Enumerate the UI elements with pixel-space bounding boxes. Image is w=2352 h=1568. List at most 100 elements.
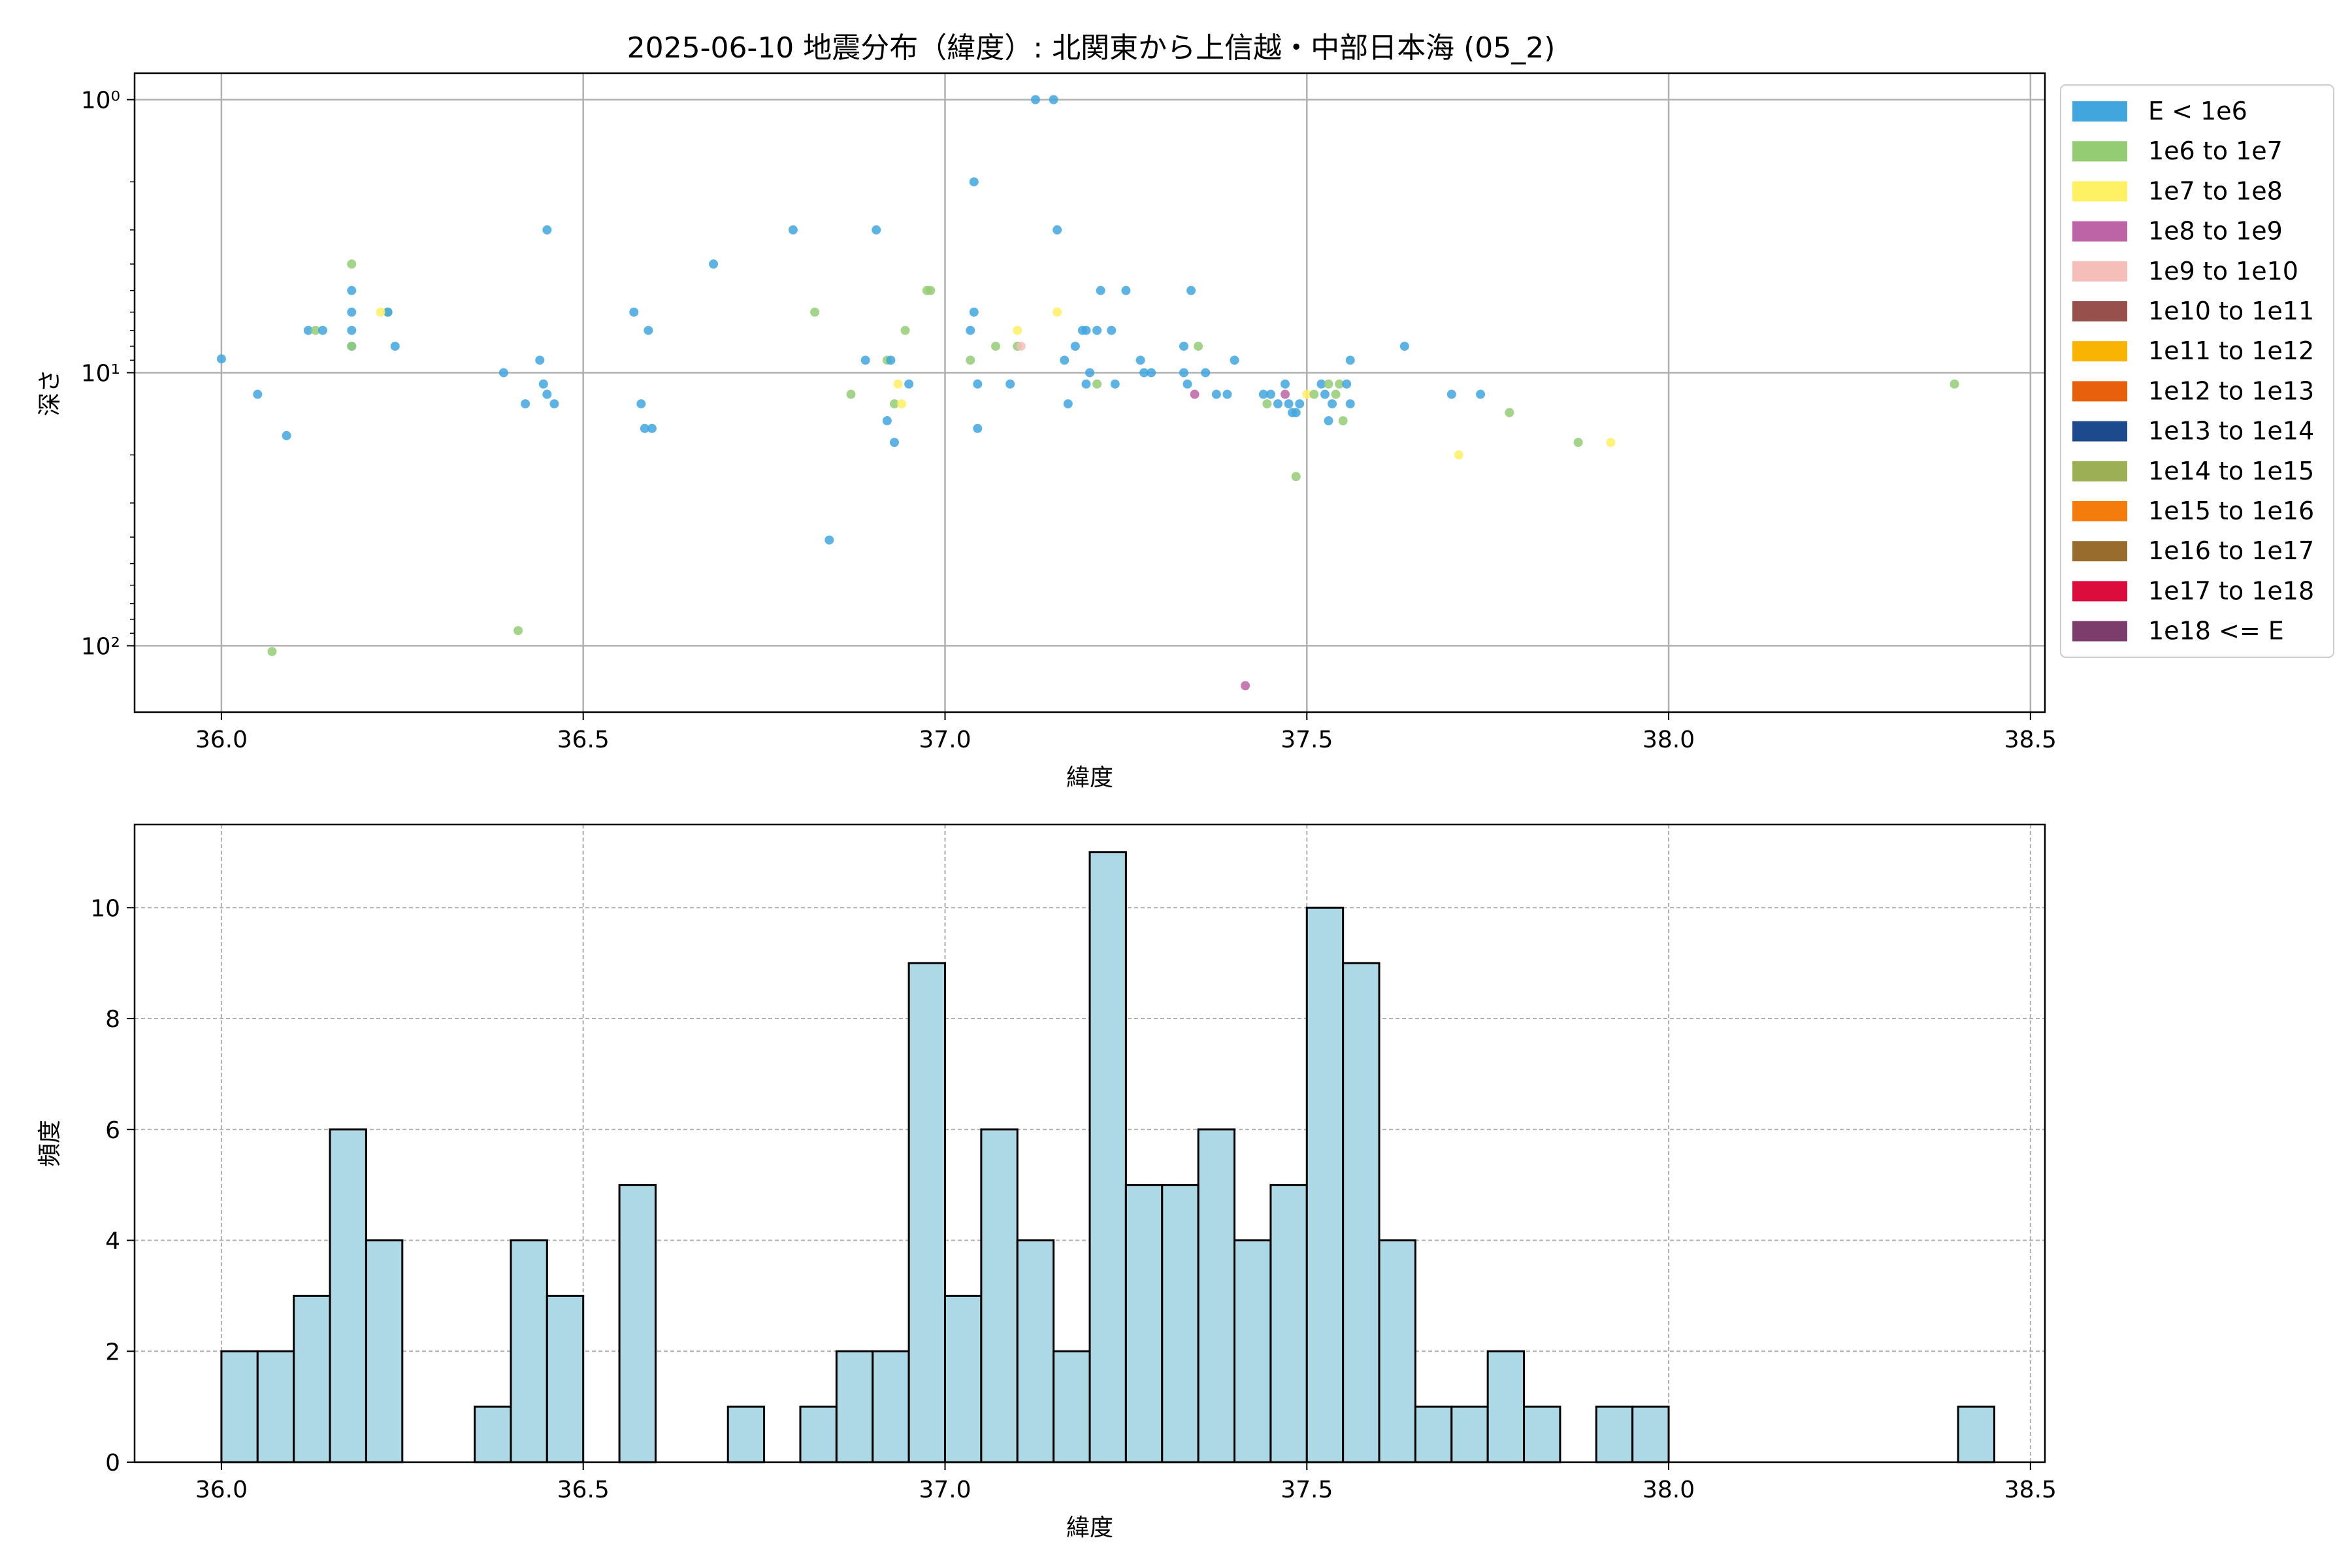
scatter-point	[376, 307, 385, 317]
scatter-point	[347, 259, 357, 269]
scatter-point	[542, 389, 552, 399]
legend-label: 1e9 to 1e10	[2148, 257, 2298, 286]
scatter-point	[1291, 408, 1301, 417]
scatter-point	[647, 423, 657, 433]
scatter-x-tick-label: 38.5	[2004, 727, 2057, 753]
scatter-point	[1092, 379, 1102, 389]
scatter-point	[1345, 355, 1355, 365]
scatter-point	[1107, 325, 1117, 335]
scatter-point	[1135, 355, 1145, 365]
legend-swatch	[2072, 501, 2127, 521]
scatter-x-label: 緯度	[1066, 764, 1113, 791]
histogram-bar	[1523, 1405, 1561, 1463]
scatter-point	[1345, 399, 1355, 409]
scatter-point	[966, 355, 975, 365]
scatter-point	[1262, 399, 1272, 409]
legend-label: 1e6 to 1e7	[2148, 137, 2283, 165]
histogram-bar	[872, 1350, 910, 1463]
histogram-x-tick-label: 38.5	[2004, 1477, 2057, 1503]
scatter-point	[886, 355, 896, 365]
legend-swatch	[2072, 101, 2127, 122]
scatter-point	[1284, 399, 1294, 409]
scatter-point	[318, 325, 327, 335]
histogram-plot: 36.0 36.5 37.0 37.5 38.0 38.5 0 2 4 6 8 10 緯度 頻度	[37, 823, 2057, 1541]
scatter-point	[1295, 399, 1305, 409]
legend-swatch	[2072, 181, 2127, 202]
legend-label: 1e14 to 1e15	[2148, 457, 2314, 485]
histogram-bar	[1161, 1184, 1200, 1463]
scatter-point	[1183, 379, 1192, 389]
histogram-bar	[980, 1128, 1019, 1463]
scatter-point	[904, 379, 914, 389]
histogram-bar	[293, 1294, 331, 1463]
legend-label: 1e16 to 1e17	[2148, 536, 2314, 565]
scatter-x-tick-label: 36.0	[195, 727, 248, 753]
legend-swatch	[2072, 461, 2127, 482]
scatter-point	[1324, 416, 1333, 426]
scatter-x-tick-label: 37.0	[919, 727, 971, 753]
scatter-point	[1092, 325, 1102, 335]
scatter-point	[640, 423, 649, 433]
histogram-bar	[1269, 1184, 1308, 1463]
scatter-x-tick-label: 37.5	[1281, 727, 1333, 753]
histogram-bar	[510, 1239, 548, 1463]
scatter-point	[1320, 389, 1330, 399]
scatter-point	[347, 286, 357, 295]
scatter-point	[788, 225, 798, 235]
histogram-y-label: 頻度	[37, 1120, 63, 1167]
scatter-point	[1335, 379, 1345, 389]
legend-label: 1e11 to 1e12	[2148, 336, 2314, 365]
scatter-point	[973, 423, 983, 433]
histogram-bar	[1595, 1405, 1634, 1463]
scatter-point	[498, 368, 508, 378]
histogram-bar	[1342, 962, 1380, 1463]
scatter-point	[267, 647, 277, 657]
scatter-point	[383, 307, 393, 317]
scatter-plot: 36.0 36.5 37.0 37.5 38.0 38.5 10⁰ 10¹ 10² 緯度 深さ	[37, 72, 2057, 791]
scatter-point	[1085, 368, 1094, 378]
scatter-y-tick-label: 10²	[81, 633, 120, 660]
scatter-point	[1179, 368, 1188, 378]
histogram-bar	[1233, 1239, 1272, 1463]
histogram-bar	[1957, 1405, 1995, 1463]
scatter-point	[1081, 325, 1091, 335]
scatter-point	[1053, 225, 1062, 235]
histogram-bar	[1631, 1405, 1670, 1463]
scatter-point	[521, 399, 531, 409]
scatter-point	[347, 307, 357, 317]
histogram-bars	[220, 851, 1995, 1463]
legend-swatch	[2072, 581, 2127, 602]
legend-swatch	[2072, 141, 2127, 162]
scatter-point	[1190, 389, 1200, 399]
scatter-point	[897, 399, 907, 409]
legend-label: 1e17 to 1e18	[2148, 576, 2314, 605]
scatter-point	[1230, 355, 1239, 365]
histogram-bar	[1197, 1128, 1236, 1463]
scatter-point	[1110, 379, 1120, 389]
histogram-bar	[1450, 1405, 1489, 1463]
scatter-point	[1446, 389, 1456, 399]
legend-label: 1e10 to 1e11	[2148, 297, 2314, 325]
histogram-y-tick-label: 0	[105, 1450, 120, 1477]
scatter-point	[542, 225, 552, 235]
figure-title: 2025-06-10 地震分布（緯度）: 北関東から上信越・中部日本海 (05_…	[627, 31, 1556, 65]
histogram-x-tick-label: 37.5	[1281, 1477, 1333, 1503]
scatter-point	[636, 399, 646, 409]
scatter-point	[893, 379, 903, 389]
scatter-point	[1139, 368, 1149, 378]
histogram-bar	[1016, 1239, 1055, 1463]
histogram-bar	[618, 1184, 657, 1463]
scatter-point	[846, 389, 856, 399]
scatter-point	[1266, 389, 1275, 399]
scatter-point	[900, 325, 910, 335]
scatter-point	[629, 307, 639, 317]
scatter-point	[1476, 389, 1486, 399]
scatter-point	[1331, 389, 1341, 399]
legend-swatch	[2072, 421, 2127, 442]
legend-box	[2060, 84, 2334, 658]
scatter-point	[973, 379, 983, 389]
scatter-point	[1281, 389, 1290, 399]
scatter-y-tick-label: 10¹	[81, 360, 120, 387]
scatter-y-label: 深さ	[37, 369, 63, 416]
